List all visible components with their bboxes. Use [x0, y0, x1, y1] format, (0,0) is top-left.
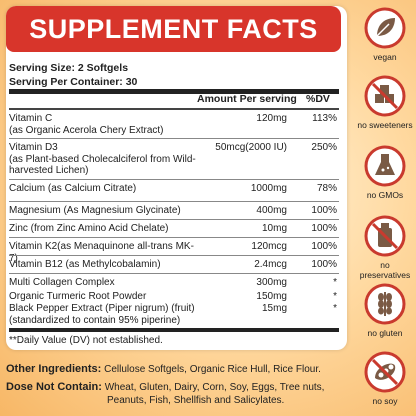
nutrient-label: Magnesium (As Magnesium Glycinate) — [9, 205, 181, 216]
no-preservatives-label: no preservatives — [359, 260, 411, 280]
page-title: SUPPLEMENT FACTS — [29, 13, 318, 44]
servings-per-container: Serving Per Container: 30 — [9, 76, 138, 88]
nutrient-name: Black Pepper Extract (Piper nigrum) (fru… — [9, 303, 199, 326]
sugar-cubes-icon — [364, 75, 406, 117]
amount-header: Amount Per serving — [197, 93, 297, 105]
row-divider — [9, 179, 339, 180]
row-divider — [9, 255, 339, 256]
nutrient-label: Vitamin D3 — [9, 142, 58, 153]
nutrient-label: Calcium (as Calcium Citrate) — [9, 183, 137, 194]
nutrient-source: (as Organic Acerola Chery Extract) — [9, 124, 164, 136]
flask-icon — [364, 145, 406, 187]
nutrient-name: Vitamin B12 (as Methylcobalamin) — [9, 259, 199, 271]
does-not-contain-text-1: Wheat, Gluten, Dairy, Corn, Soy, Eggs, T… — [104, 382, 325, 393]
footnote: **Daily Value (DV) not established. — [9, 335, 163, 346]
does-not-contain-text-2: Peanuts, Fish, Shellfish and Salicylates… — [107, 395, 285, 406]
no-sweeteners-badge: no sweeteners — [357, 74, 413, 130]
row-divider — [9, 237, 339, 238]
nutrient-dv: 100% — [311, 205, 337, 216]
dv-header: %DV — [306, 93, 330, 105]
nutrient-dv: 100% — [311, 259, 337, 270]
divider-thick-bottom — [9, 328, 339, 332]
nutrient-name: Zinc (from Zinc Amino Acid Chelate) — [9, 223, 199, 235]
nutrient-source: (as Plant-based Cholecalciferol from Wil… — [9, 153, 196, 177]
soybean-icon — [364, 351, 406, 393]
nutrient-name: Vitamin C (as Organic Acerola Chery Extra… — [9, 113, 199, 136]
nutrient-label: Multi Collagen Complex — [9, 277, 115, 288]
no-gluten-label: no gluten — [367, 328, 403, 338]
wheat-icon — [364, 283, 406, 325]
supplement-facts-panel — [6, 6, 347, 350]
no-gmos-label: no GMOs — [366, 190, 404, 200]
does-not-contain: Dose Not Contain: Wheat, Gluten, Dairy, … — [6, 381, 324, 393]
no-soy-badge: no soy — [357, 350, 413, 406]
nutrient-label: Vitamin B12 (as Methylcobalamin) — [9, 259, 161, 270]
nutrient-dv: * — [333, 277, 337, 288]
nutrient-amount: 15mg — [261, 303, 287, 314]
does-not-contain-label: Dose Not Contain: — [6, 381, 102, 393]
nutrient-amount: 120mg — [256, 113, 287, 124]
no-preservatives-badge: no preservatives — [357, 214, 413, 280]
header-divider — [9, 108, 339, 110]
other-ingredients-text: Cellulose Softgels, Organic Rice Hull, R… — [104, 364, 321, 375]
nutrient-dv: 78% — [316, 183, 337, 194]
no-gmos-badge: no GMOs — [357, 144, 413, 200]
serving-size: Serving Size: 2 Softgels — [9, 62, 129, 74]
does-not-contain-line2: Peanuts, Fish, Shellfish and Salicylates… — [107, 395, 284, 406]
nutrient-dv: 100% — [311, 241, 337, 252]
nutrient-dv: * — [333, 291, 337, 302]
divider-thick — [9, 89, 339, 94]
nutrient-label: Vitamin C — [9, 113, 53, 124]
nutrient-name: Vitamin D3 (as Plant-based Cholecalcifero… — [9, 142, 199, 177]
nutrient-amount: 150mg — [256, 291, 287, 302]
bottle-icon — [364, 215, 406, 257]
no-soy-label: no soy — [372, 396, 398, 406]
nutrient-name: Organic Turmeric Root Powder — [9, 291, 199, 303]
row-divider — [9, 219, 339, 220]
row-divider — [9, 138, 339, 139]
vegan-label: vegan — [373, 52, 397, 62]
vegan-badge: vegan — [357, 6, 413, 62]
title-banner: SUPPLEMENT FACTS — [6, 6, 341, 52]
nutrient-amount: 1000mg — [250, 183, 287, 194]
nutrient-name: Magnesium (As Magnesium Glycinate) — [9, 205, 199, 217]
nutrient-amount: 400mg — [256, 205, 287, 216]
nutrient-amount: 10mg — [261, 223, 287, 234]
nutrient-label: Zinc (from Zinc Amino Acid Chelate) — [9, 223, 169, 234]
nutrient-amount: 50mcg(2000 IU) — [215, 142, 287, 153]
nutrient-name: Calcium (as Calcium Citrate) — [9, 183, 199, 195]
nutrient-dv: 250% — [311, 142, 337, 153]
no-sweeteners-label: no sweeteners — [357, 120, 413, 130]
nutrient-amount: 300mg — [256, 277, 287, 288]
nutrient-amount: 2.4mcg — [254, 259, 287, 270]
row-divider — [9, 201, 339, 202]
nutrient-name: Multi Collagen Complex — [9, 277, 199, 289]
nutrient-dv: 113% — [312, 113, 337, 124]
nutrient-label: Vitamin K2(as Menaquinone all-trans MK-7… — [9, 241, 194, 264]
nutrient-dv: 100% — [311, 223, 337, 234]
other-ingredients: Other Ingredients: Cellulose Softgels, O… — [6, 363, 321, 375]
nutrient-label: Black Pepper Extract (Piper nigrum) (fru… — [9, 303, 195, 314]
nutrient-name: Vitamin K2(as Menaquinone all-trans MK-7… — [9, 241, 199, 264]
other-ingredients-label: Other Ingredients: — [6, 363, 102, 375]
nutrient-amount: 120mcg — [251, 241, 287, 252]
nutrient-label: Organic Turmeric Root Powder — [9, 291, 147, 302]
no-gluten-badge: no gluten — [357, 282, 413, 338]
row-divider — [9, 273, 339, 274]
leaf-icon — [364, 7, 406, 49]
nutrient-dv: * — [333, 303, 337, 314]
nutrient-source: (standardized to contain 95% piperine) — [9, 314, 181, 326]
